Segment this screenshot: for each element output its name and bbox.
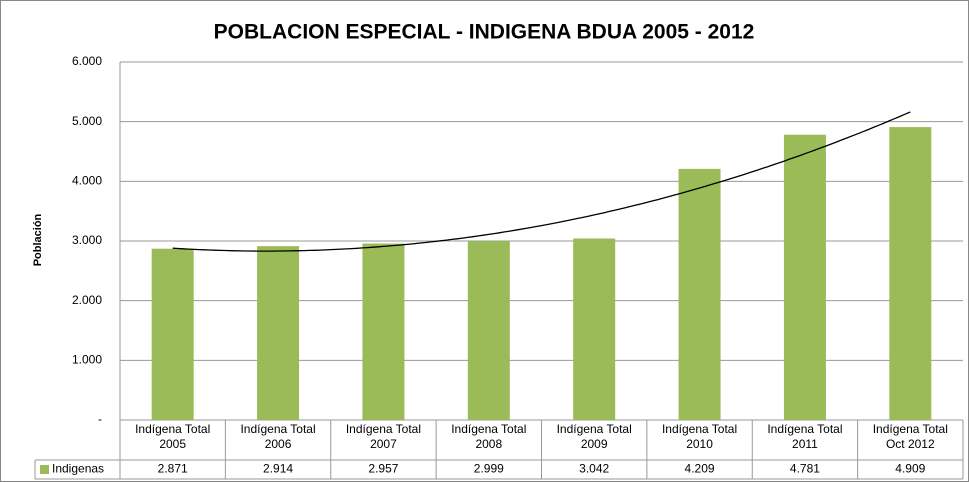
x-tick-label: Indígena Total (873, 422, 948, 436)
table-value: 3.042 (579, 462, 609, 476)
table-value: 2.914 (263, 462, 293, 476)
x-tick-label: 2008 (475, 437, 502, 451)
x-tick-label: Indígena Total (767, 422, 842, 436)
x-tick-label: 2007 (370, 437, 397, 451)
x-tick-label: Indígena Total (662, 422, 737, 436)
x-tick-label: 2005 (159, 437, 186, 451)
table-value: 2.871 (158, 462, 188, 476)
bar (467, 241, 510, 420)
bar (151, 248, 194, 420)
legend-label: Indigenas (52, 462, 104, 476)
x-tick-label: Indígena Total (240, 422, 315, 436)
x-tick-label: Indígena Total (451, 422, 526, 436)
y-tick-label: 2.000 (72, 293, 102, 307)
bar (362, 243, 405, 420)
x-tick-label: 2010 (686, 437, 713, 451)
bar (678, 168, 721, 420)
table-value: 2.999 (474, 462, 504, 476)
legend-swatch (40, 465, 49, 474)
x-tick-label: Indígena Total (135, 422, 210, 436)
table-value: 4.909 (895, 462, 925, 476)
y-tick-label: 6.000 (72, 54, 102, 68)
bar (889, 127, 932, 420)
bar (783, 134, 826, 420)
x-tick-label: 2009 (581, 437, 608, 451)
chart-title: POBLACION ESPECIAL - INDIGENA BDUA 2005 … (214, 21, 755, 44)
x-tick-label: Indígena Total (346, 422, 421, 436)
y-tick-label: 3.000 (72, 233, 102, 247)
y-tick-label: - (98, 412, 102, 426)
x-tick-label: Oct 2012 (886, 437, 935, 451)
y-tick-label: 4.000 (72, 174, 102, 188)
y-tick-label: 1.000 (72, 353, 102, 367)
y-tick-label: 5.000 (72, 114, 102, 128)
x-tick-label: 2011 (792, 437, 818, 451)
bar (573, 238, 616, 420)
x-tick-label: 2006 (265, 437, 292, 451)
x-tick-label: Indígena Total (557, 422, 632, 436)
trendline (172, 111, 911, 252)
table-value: 4.781 (790, 462, 820, 476)
table-value: 2.957 (368, 462, 398, 476)
table-value: 4.209 (685, 462, 715, 476)
y-axis-label: Población (32, 213, 44, 266)
bar (257, 246, 300, 420)
